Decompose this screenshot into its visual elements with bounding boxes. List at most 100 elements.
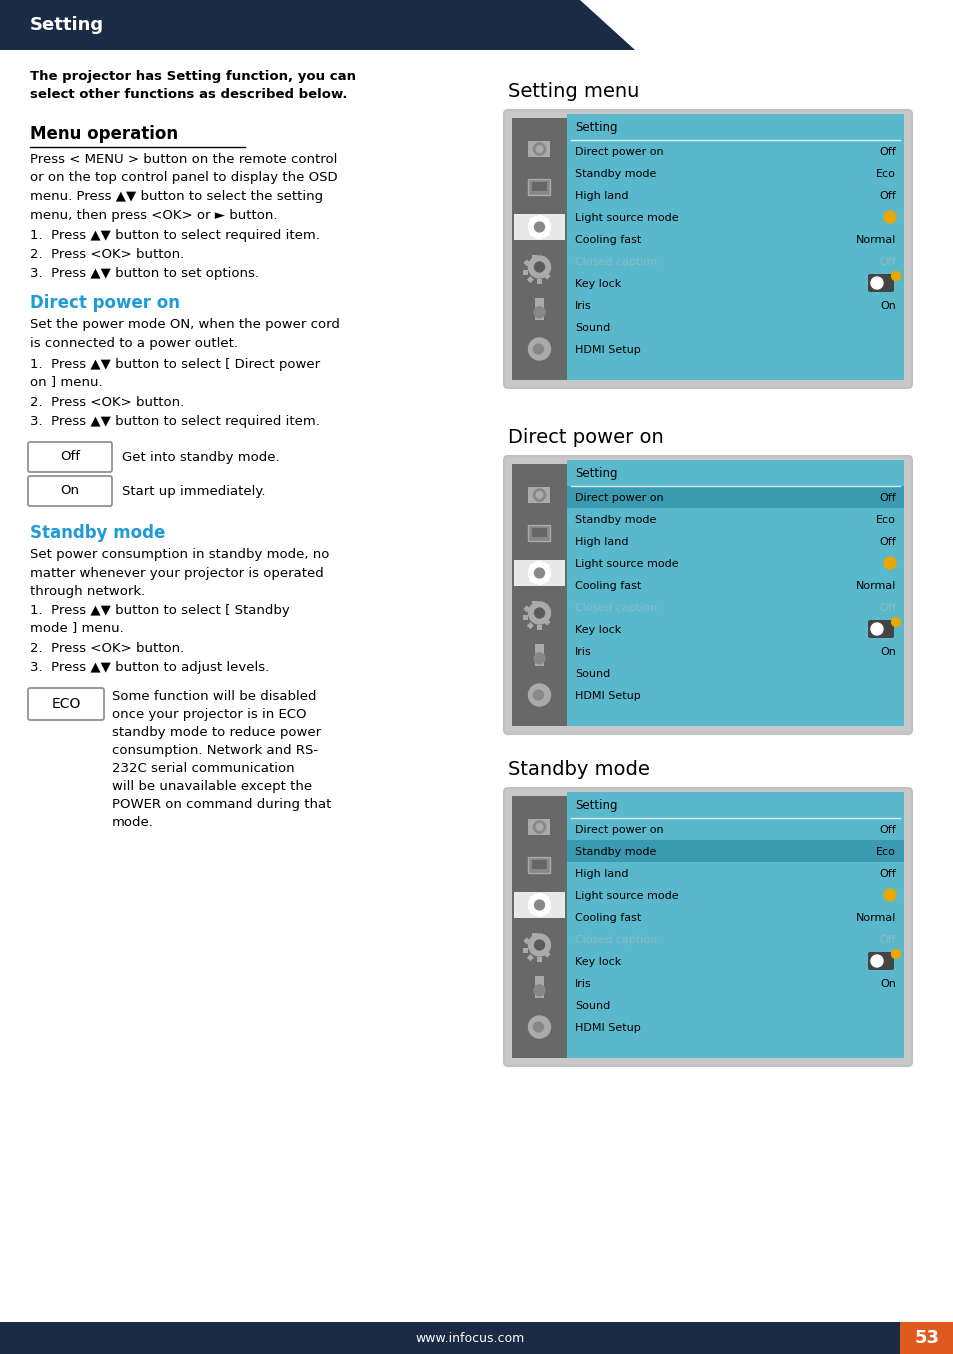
Text: High land: High land [575,869,628,879]
Text: Menu operation: Menu operation [30,125,178,144]
Bar [528,179,550,195]
Text: Sound: Sound [575,324,610,333]
Text: Closed caption: Closed caption [575,257,657,267]
Bar [527,570,532,575]
Bar [512,464,566,726]
Text: Closed caption: Closed caption [575,603,657,613]
Text: Iris: Iris [575,979,591,988]
Text: Eco: Eco [875,848,895,857]
Bar [539,934,547,941]
Bar [532,933,537,938]
Text: Key lock: Key lock [575,626,620,635]
Text: Off: Off [879,257,895,267]
Polygon shape [0,0,635,50]
Text: Direct power on: Direct power on [575,493,663,502]
Text: Normal: Normal [855,236,895,245]
Bar [514,892,564,918]
Text: Sound: Sound [575,1001,610,1011]
Bar [522,616,527,620]
Text: 3.  Press ▲▼ button to adjust levels.: 3. Press ▲▼ button to adjust levels. [30,661,269,674]
Text: Set the power mode ON, when the power cord
is connected to a power outlet.: Set the power mode ON, when the power co… [30,318,339,349]
Circle shape [534,653,544,663]
Text: Standby mode: Standby mode [575,169,656,179]
Bar [543,619,550,626]
Circle shape [528,562,550,584]
Circle shape [534,984,544,995]
Circle shape [528,684,550,705]
Text: The projector has Setting function, you can
select other functions as described : The projector has Setting function, you … [30,70,355,102]
Bar [566,839,903,862]
Text: 3.  Press ▲▼ button to set options.: 3. Press ▲▼ button to set options. [30,267,258,280]
Circle shape [528,338,550,360]
Text: Off: Off [879,191,895,200]
Circle shape [533,489,545,501]
Circle shape [534,222,544,232]
Text: Off: Off [879,493,895,502]
Bar [526,276,534,283]
Text: Eco: Eco [875,169,895,179]
Bar [543,272,550,280]
FancyBboxPatch shape [503,456,911,734]
FancyBboxPatch shape [867,620,893,638]
Text: High land: High land [575,191,628,200]
Text: Light source mode: Light source mode [575,213,678,223]
Circle shape [883,211,895,223]
Circle shape [536,492,542,498]
Bar [543,563,548,569]
Text: Key lock: Key lock [575,957,620,967]
Circle shape [534,940,544,951]
Bar [539,256,547,263]
Bar [523,937,530,945]
Circle shape [528,1016,550,1039]
Circle shape [533,821,545,833]
Bar [899,1322,953,1354]
Text: 1.  Press ▲▼ button to select [ Direct power
on ] menu.: 1. Press ▲▼ button to select [ Direct po… [30,357,320,389]
Text: www.infocus.com: www.infocus.com [415,1331,524,1345]
Bar [566,486,903,508]
Text: Iris: Iris [575,647,591,657]
Circle shape [890,617,900,627]
Bar [537,957,541,961]
Bar [566,792,903,818]
Bar [543,218,548,223]
Bar [543,909,548,914]
Bar [566,460,903,486]
FancyBboxPatch shape [503,788,911,1066]
Text: On: On [60,485,79,497]
Circle shape [890,272,900,280]
Text: Off: Off [60,451,80,463]
Text: Key lock: Key lock [575,279,620,288]
Circle shape [528,217,550,238]
Bar [512,796,566,1057]
Text: 2.  Press <OK> button.: 2. Press <OK> button. [30,642,184,655]
Bar [546,225,551,229]
Text: Cooling fast: Cooling fast [575,236,640,245]
Circle shape [533,144,545,156]
Text: Set power consumption in standby mode, no
matter whenever your projector is oper: Set power consumption in standby mode, n… [30,548,329,598]
Bar [528,857,550,873]
Text: ECO: ECO [51,697,81,711]
Bar [566,114,903,139]
Text: Off: Off [879,538,895,547]
Bar [531,528,547,538]
Text: Standby mode: Standby mode [30,524,165,542]
Circle shape [534,307,544,318]
Bar [514,561,564,586]
Text: High land: High land [575,538,628,547]
Bar [531,860,547,869]
Bar [546,942,551,948]
Text: Direct power on: Direct power on [575,148,663,157]
Bar [530,577,535,582]
FancyBboxPatch shape [867,274,893,292]
Text: Some function will be disabled
once your projector is in ECO
standby mode to red: Some function will be disabled once your… [112,691,331,829]
Circle shape [528,894,550,917]
Text: 3.  Press ▲▼ button to select required item.: 3. Press ▲▼ button to select required it… [30,414,319,428]
Circle shape [870,623,882,635]
Text: Start up immediately.: Start up immediately. [122,485,265,497]
Bar [537,234,541,238]
Bar [537,911,541,917]
Text: On: On [880,301,895,311]
Bar [543,577,548,582]
Text: Setting: Setting [575,467,617,481]
Bar [543,896,548,900]
